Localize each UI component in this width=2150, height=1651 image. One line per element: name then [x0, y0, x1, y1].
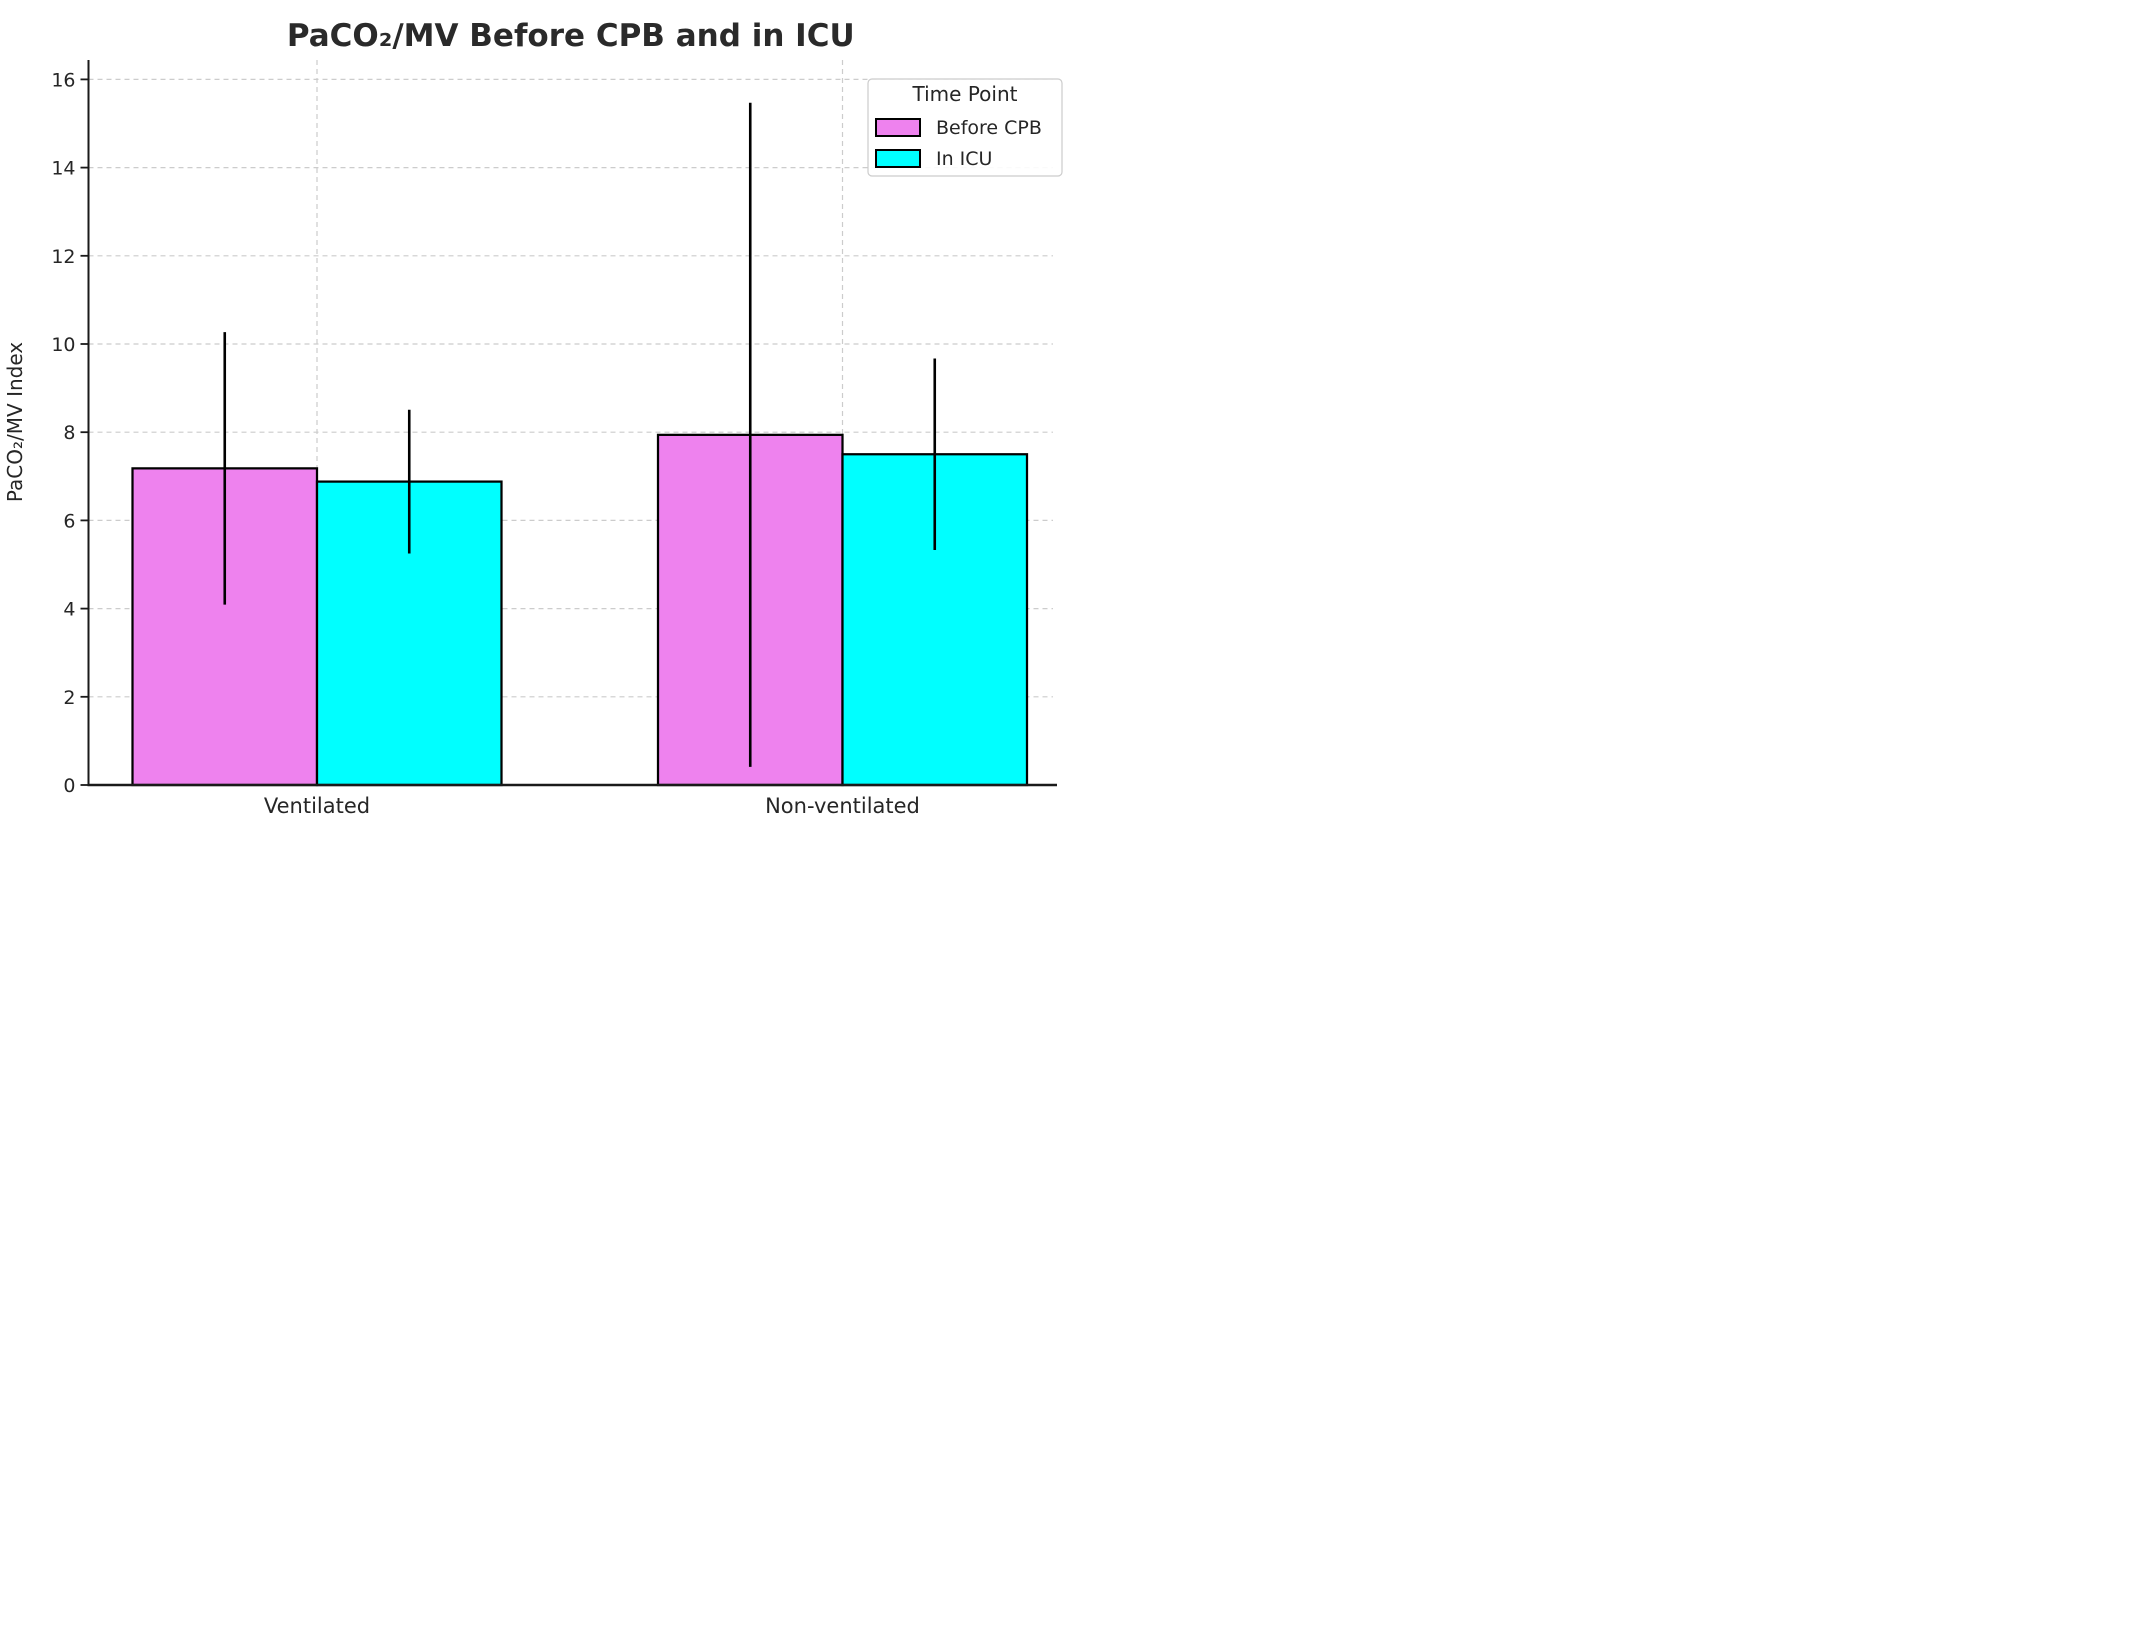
bar-chart: 0 2 4 6 8 10 12 14 16 Ventilated Non-ventilated PaC…	[3, 18, 1063, 818]
y-tick-label: 2	[63, 687, 75, 709]
legend-swatch-before-cpb	[875, 118, 921, 137]
x-tick-label: Non-ventilated	[765, 794, 920, 818]
legend-label: In ICU	[936, 148, 992, 170]
legend: Time Point Before CPB In ICU	[867, 78, 1063, 177]
y-tick-label: 12	[51, 246, 75, 268]
y-tick-label: 6	[63, 510, 75, 532]
y-tick-label: 0	[63, 775, 75, 797]
x-tick-label: Ventilated	[264, 794, 370, 818]
y-tick-label: 10	[51, 334, 75, 356]
chart-title: PaCO₂/MV Before CPB and in ICU	[287, 18, 855, 54]
figure-canvas: 0 2 4 6 8 10 12 14 16 Ventilated Non-ventilated PaC…	[0, 0, 1075, 825]
y-tick-label: 14	[51, 158, 75, 180]
legend-label: Before CPB	[936, 117, 1042, 139]
y-axis-label: PaCO₂/MV Index	[3, 342, 27, 502]
legend-title: Time Point	[912, 82, 1018, 106]
y-tick-label: 16	[51, 69, 75, 91]
legend-swatch-in-icu	[875, 149, 921, 168]
y-tick-label: 8	[63, 422, 75, 444]
y-tick-label: 4	[63, 599, 75, 621]
